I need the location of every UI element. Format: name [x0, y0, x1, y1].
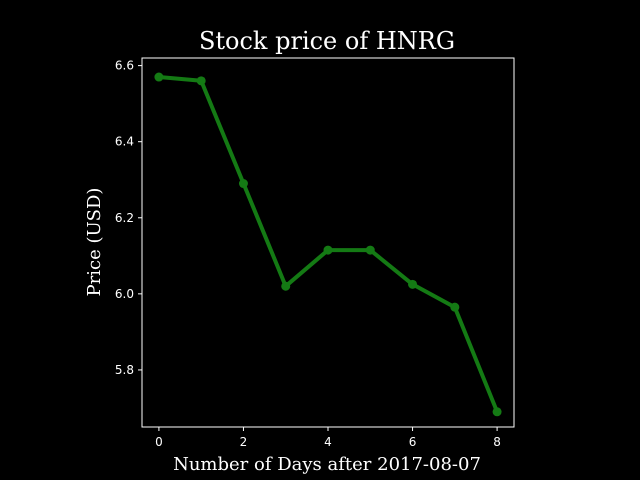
data-point — [154, 72, 164, 82]
x-axis-label: Number of Days after 2017-08-07 — [173, 454, 481, 475]
axes-frame — [141, 57, 515, 428]
plot-area: 0 2 4 6 8 5.8 6.0 6.2 6.4 6.6 — [115, 57, 515, 449]
y-tick-label: 6.4 — [115, 135, 134, 149]
x-tick-label: 6 — [409, 435, 417, 449]
x-tick-label: 8 — [493, 435, 501, 449]
y-tick-label: 6.6 — [115, 59, 134, 73]
y-tick-label: 5.8 — [115, 363, 134, 377]
x-axis-ticks: 0 2 4 6 8 — [155, 427, 501, 449]
y-tick-label: 6.2 — [115, 211, 134, 225]
data-point — [323, 245, 333, 255]
data-point — [408, 279, 418, 289]
data-point — [492, 407, 502, 417]
series-layer — [154, 72, 502, 417]
chart-title: Stock price of HNRG — [199, 27, 455, 55]
data-point — [281, 281, 291, 291]
y-axis-label: Price (USD) — [84, 188, 105, 297]
x-tick-label: 0 — [155, 435, 163, 449]
data-point — [238, 179, 248, 189]
y-axis-ticks: 5.8 6.0 6.2 6.4 6.6 — [115, 59, 142, 377]
x-tick-label: 4 — [324, 435, 332, 449]
x-tick-label: 2 — [240, 435, 248, 449]
data-point — [365, 245, 375, 255]
y-tick-label: 6.0 — [115, 287, 134, 301]
data-point — [196, 76, 206, 86]
data-point — [450, 302, 460, 312]
